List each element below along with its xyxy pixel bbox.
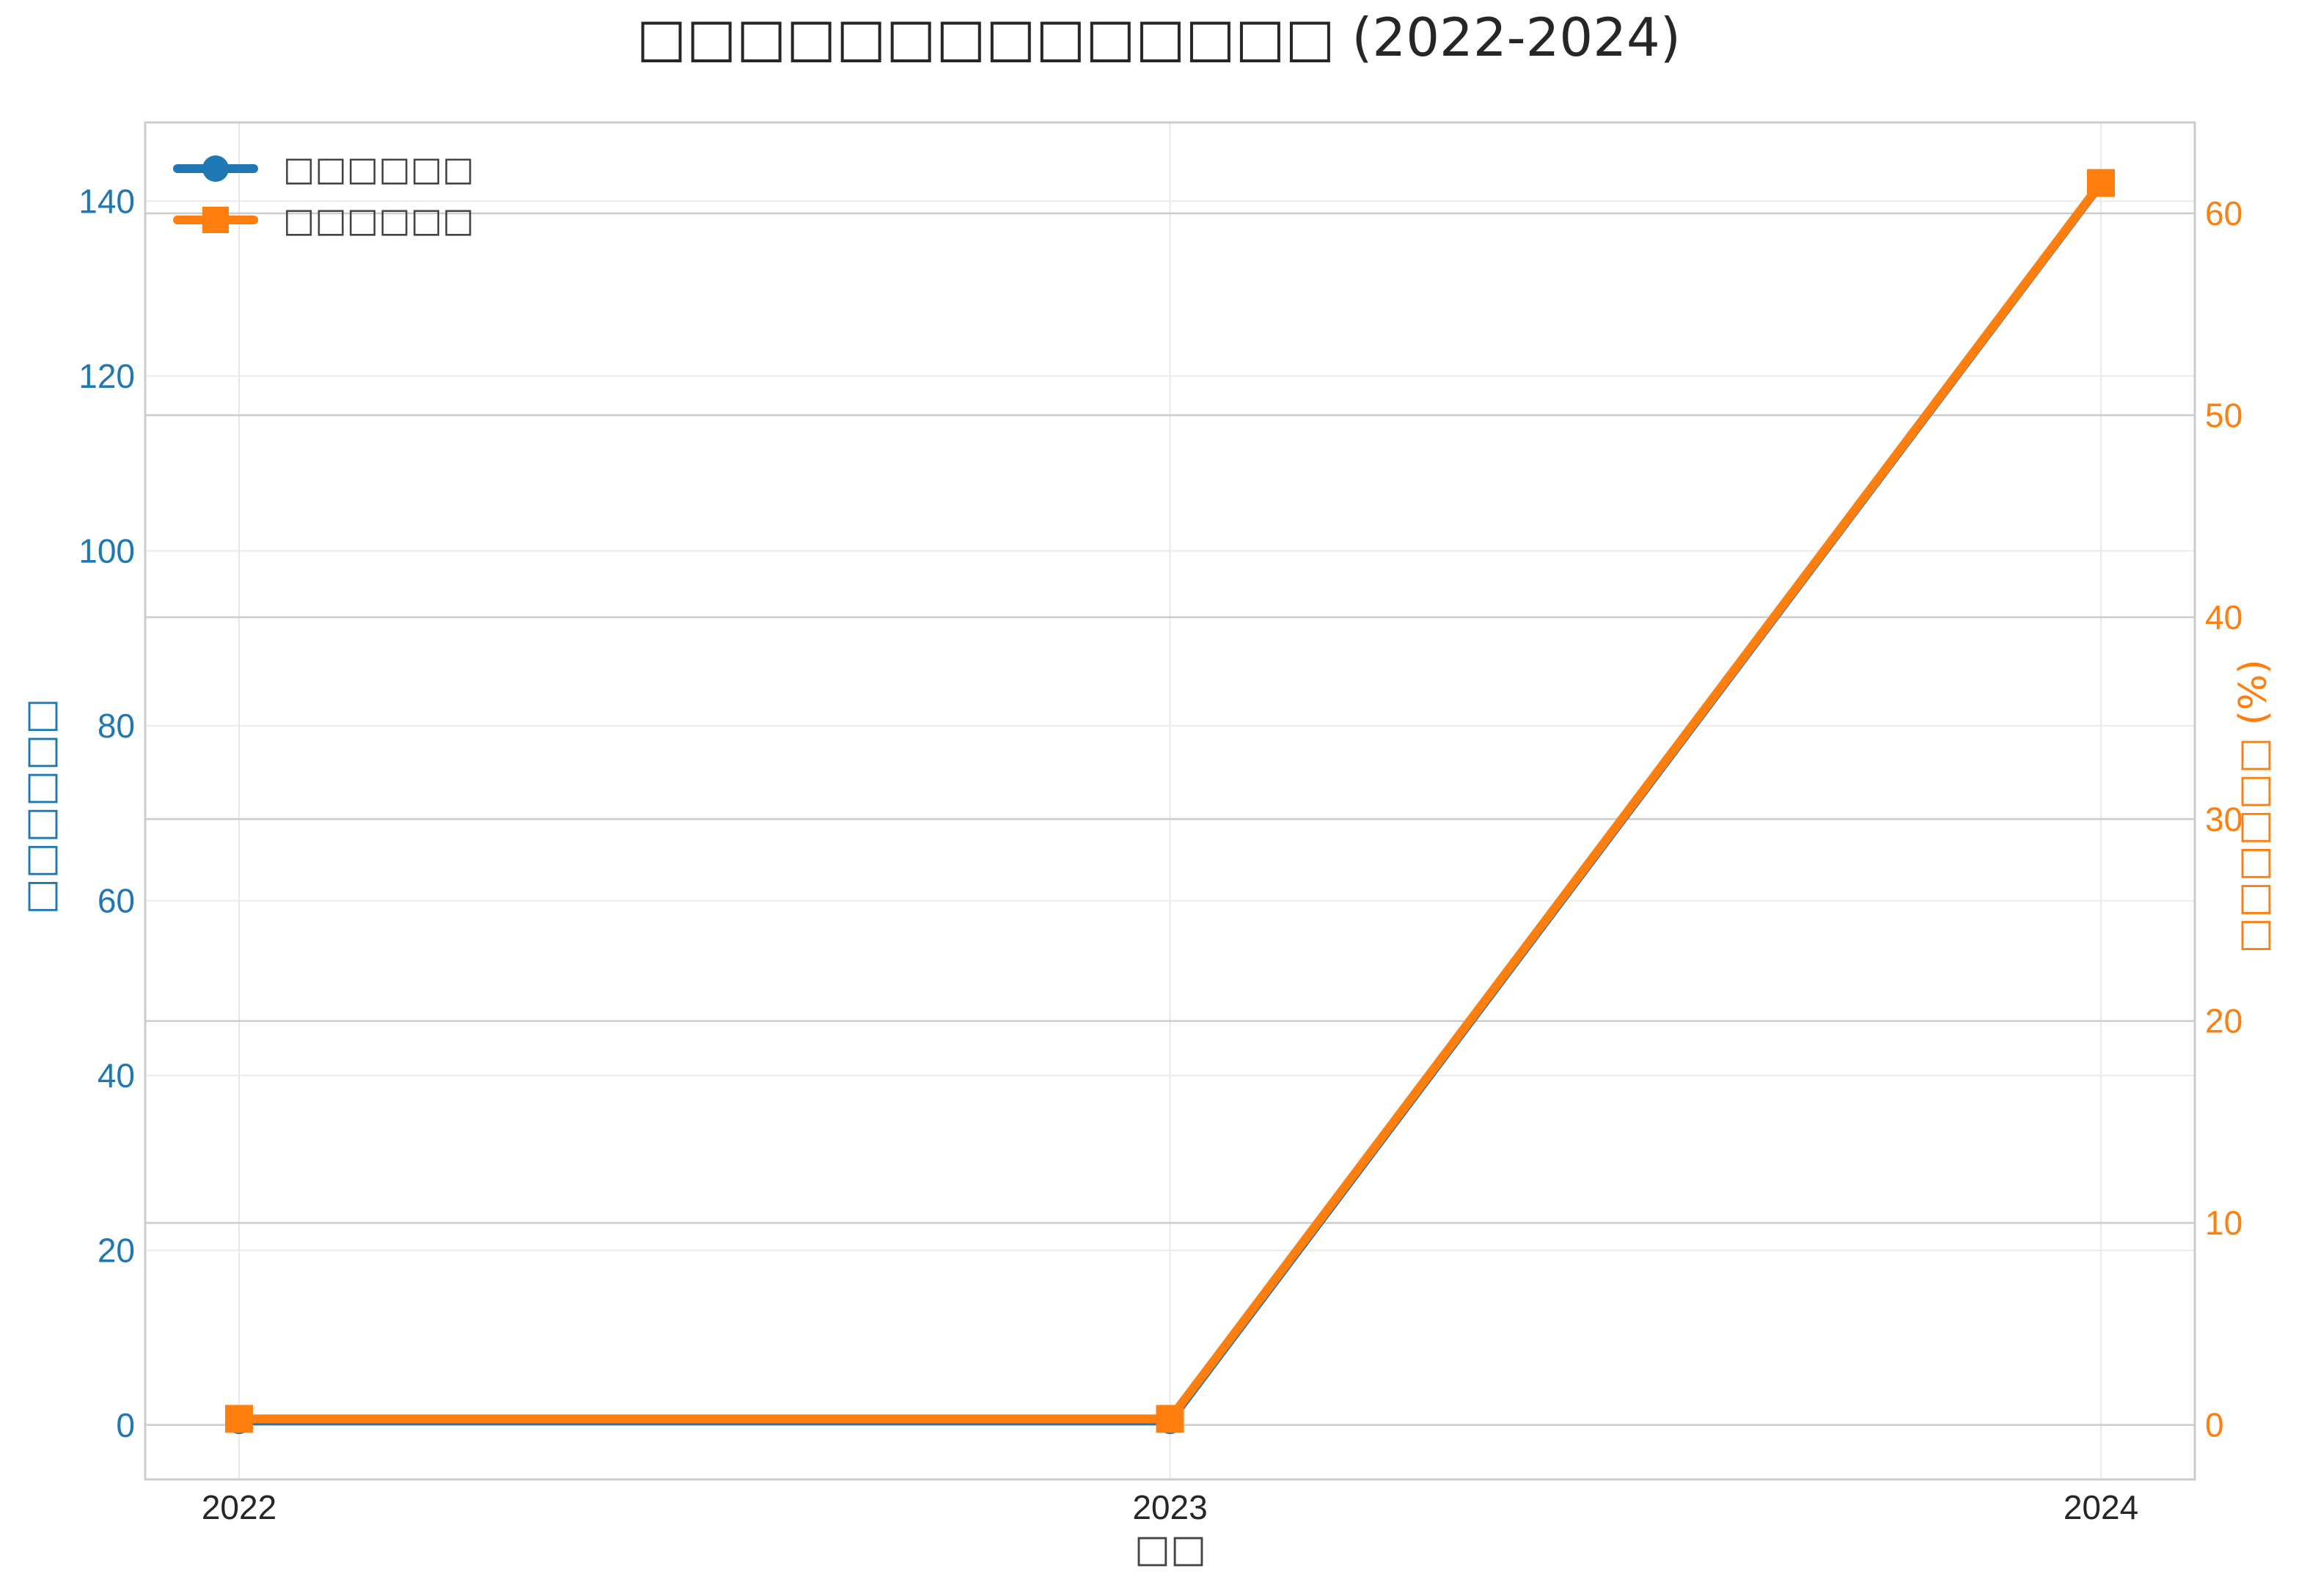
x-tick-label: 2024 [2064,1488,2138,1526]
y-left-tick-label: 80 [98,707,135,745]
legend-circle-marker [202,155,229,182]
y-right-tick-label: 40 [2205,598,2242,636]
square-data-point [225,1405,253,1433]
y-right-tick-label: 60 [2205,194,2242,232]
y-left-tick-label: 120 [78,357,135,395]
y-left-tick-label: 20 [98,1232,135,1270]
y-left-tick-label: 0 [116,1406,135,1444]
legend-label-2: □□□□□□ [283,200,474,240]
axes-layer: 0 20 40 60 80 100 120 140 0 10 20 30 40 50 60 2022 2023 2… [78,121,2242,1526]
y-right-tick-label: 50 [2205,396,2242,434]
x-tick-label: 2022 [202,1488,276,1526]
y-right-tick-label: 10 [2205,1204,2242,1242]
chart-title: □□□□□□□□□□□□□□ (2022-2024) [637,7,1681,68]
y-left-tick-label: 40 [98,1056,135,1095]
y-right-tick-label: 20 [2205,1002,2242,1040]
plot-frame [144,121,2196,1481]
legend: □□□□□□ □□□□□□ [173,149,474,240]
series-layer [225,169,2115,1435]
y-right-tick-label: 30 [2205,800,2242,838]
legend-square-marker [202,207,229,233]
y-left-tick-label: 140 [78,182,135,220]
grid-layer [145,122,2195,1479]
square-data-point [2087,169,2115,197]
legend-label-1: □□□□□□ [283,149,474,188]
y-axis-right-label: □□□□□□ (%) [2231,659,2275,953]
x-axis-label: □□ [1134,1527,1206,1571]
y-axis-left-label: □□□□□□ [18,699,62,915]
x-tick-label: 2023 [1132,1488,1207,1526]
y-right-tick-label: 0 [2205,1406,2224,1444]
y-left-tick-label: 100 [78,532,135,570]
y-left-tick-label: 60 [98,881,135,919]
square-data-point [1156,1405,1184,1433]
